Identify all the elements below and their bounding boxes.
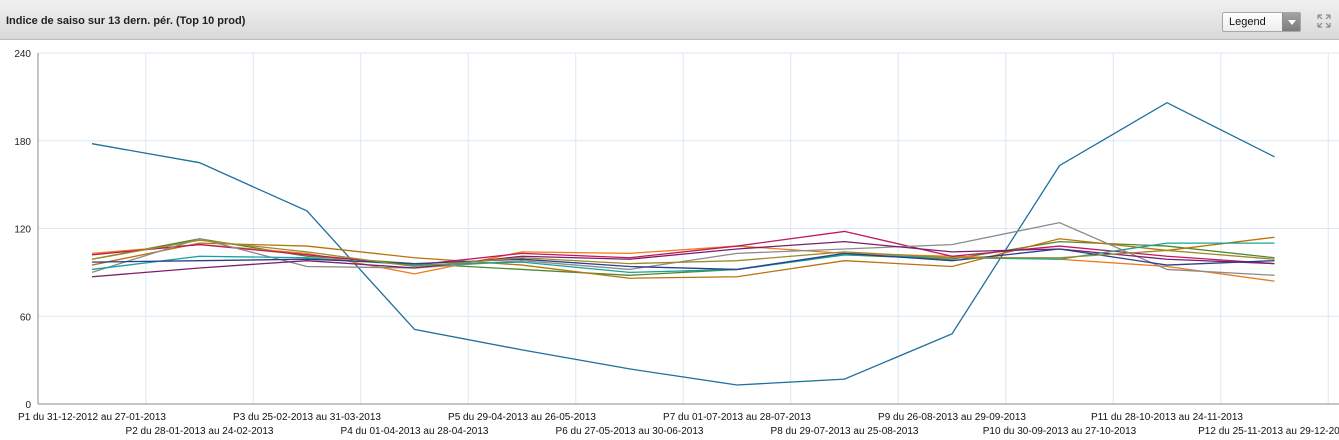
- x-tick-label: P1 du 31-12-2012 au 27-01-2013: [18, 412, 166, 423]
- line-chart: 0 60 120 180 240 P1 du 31-12-2012 au 27-01-20…: [14, 49, 1339, 437]
- series-line-3: [91, 236, 1275, 279]
- series-line-10: [91, 239, 1275, 268]
- chevron-down-icon[interactable]: [1282, 13, 1300, 31]
- expand-icon[interactable]: [1317, 14, 1331, 28]
- legend-dropdown[interactable]: Legend: [1222, 12, 1301, 32]
- series-line-4: [91, 243, 1275, 282]
- x-tick-label: P4 du 01-04-2013 au 28-04-2013: [341, 426, 489, 437]
- x-tick-label: P10 du 30-09-2013 au 27-10-2013: [983, 426, 1137, 437]
- y-tick-label: 60: [20, 312, 32, 323]
- y-tick-label: 180: [14, 137, 31, 148]
- y-tick-label: 240: [14, 49, 31, 60]
- y-tick-label: 0: [25, 400, 31, 411]
- x-tick-label: P5 du 29-04-2013 au 26-05-2013: [448, 412, 596, 423]
- x-tick-label: P7 du 01-07-2013 au 28-07-2013: [663, 412, 811, 423]
- x-tick-label: P12 du 25-11-2013 au 29-12-2013: [1198, 426, 1339, 437]
- x-tick-label: P9 du 26-08-2013 au 29-09-2013: [878, 412, 1026, 423]
- x-tick-label: P8 du 29-07-2013 au 25-08-2013: [771, 426, 919, 437]
- series-line-7: [91, 241, 1275, 278]
- series-line-5: [91, 230, 1275, 266]
- x-tick-label: P3 du 25-02-2013 au 31-03-2013: [233, 412, 381, 423]
- y-tick-label: 120: [14, 225, 31, 236]
- chart-title: Indice de saiso sur 13 dern. pér. (Top 1…: [6, 15, 246, 27]
- series-line-9: [91, 248, 1275, 271]
- legend-dropdown-label: Legend: [1229, 16, 1266, 28]
- x-tick-label: P6 du 27-05-2013 au 30-06-2013: [556, 426, 704, 437]
- chart-header: Indice de saiso sur 13 dern. pér. (Top 1…: [0, 0, 1339, 40]
- series-line-1: [91, 101, 1275, 386]
- x-tick-label: P2 du 28-01-2013 au 24-02-2013: [126, 426, 274, 437]
- x-tick-label: P11 du 28-10-2013 au 24-11-2013: [1091, 412, 1243, 423]
